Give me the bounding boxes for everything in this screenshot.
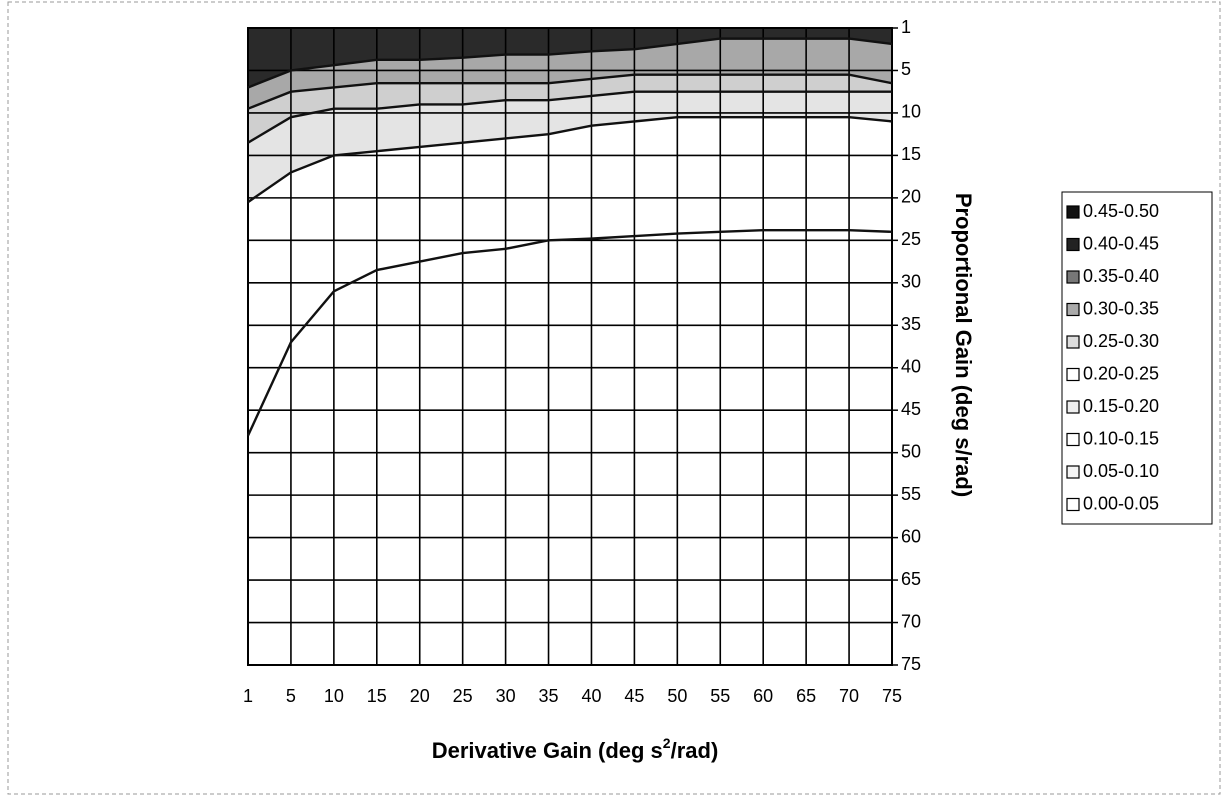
legend-swatch: [1066, 302, 1080, 317]
y-axis-title: Proportional Gain (deg s/rad): [951, 193, 976, 497]
y-tick-label: 25: [901, 229, 921, 249]
legend-box: [1061, 191, 1213, 525]
contour-line: [247, 90, 892, 144]
y-tick-label: 75: [901, 654, 921, 674]
legend-label: 0.05-0.10: [1083, 461, 1159, 481]
legend-label: 0.00-0.05: [1083, 493, 1159, 513]
contour-line: [246, 228, 893, 437]
y-tick-label: 30: [901, 272, 921, 292]
legend-label: 0.45-0.50: [1083, 201, 1159, 221]
contour-line: [247, 73, 893, 110]
y-tick-label: 45: [901, 399, 921, 419]
y-tick-label: 10: [901, 102, 921, 122]
x-tick-label: 70: [839, 686, 859, 706]
x-title-sup: 2: [663, 735, 671, 751]
legend-swatch: [1066, 497, 1080, 512]
y-tick-label: 1: [901, 17, 911, 37]
x-tick-label: 35: [539, 686, 559, 706]
legend-swatch: [1066, 432, 1080, 447]
x-tick-label: 10: [324, 686, 344, 706]
x-tick-label: 50: [667, 686, 687, 706]
x-title-part: Derivative Gain (deg s: [432, 738, 663, 763]
x-tick-label: 40: [581, 686, 601, 706]
legend-swatch: [1066, 205, 1080, 219]
x-tick-label: 75: [882, 686, 902, 706]
x-tick-label: 65: [796, 686, 816, 706]
plot-area: [246, 27, 893, 666]
x-title-part: /rad): [671, 738, 719, 763]
x-tick-label: 30: [496, 686, 516, 706]
legend-label: 0.40-0.45: [1083, 233, 1159, 253]
legend-label: 0.25-0.30: [1083, 331, 1159, 351]
y-tick-label: 50: [901, 441, 921, 461]
legend-swatch: [1066, 465, 1080, 479]
y-tick-label: 15: [901, 144, 921, 164]
legend-label: 0.30-0.35: [1083, 298, 1159, 318]
legend-label: 0.15-0.20: [1083, 396, 1159, 416]
x-tick-label: 25: [453, 686, 473, 706]
y-tick-label: 35: [901, 314, 921, 334]
x-tick-label: 55: [710, 686, 730, 706]
legend-swatch: [1066, 367, 1080, 382]
legend-swatch: [1066, 237, 1080, 252]
x-tick-label: 1: [243, 686, 253, 706]
x-tick-label: 60: [753, 686, 773, 706]
x-tick-label: 5: [286, 686, 296, 706]
contour-line: [247, 115, 893, 204]
legend-swatch: [1066, 335, 1080, 349]
y-tick-label: 65: [901, 569, 921, 589]
x-tick-label: 45: [624, 686, 644, 706]
x-axis-title: Derivative Gain (deg s2/rad): [432, 735, 719, 763]
x-tick-label: 20: [410, 686, 430, 706]
contour-band: [248, 28, 892, 88]
y-tick-label: 60: [901, 526, 921, 546]
plot-border: [247, 27, 893, 666]
page-frame: [7, 1, 1221, 795]
legend-label: 0.20-0.25: [1083, 363, 1159, 383]
y-tick-label: 40: [901, 356, 921, 376]
y-tick-label: 5: [901, 59, 911, 79]
legend-swatch: [1066, 270, 1080, 284]
y-tick-label: 70: [901, 611, 921, 631]
legend-label: 0.35-0.40: [1083, 266, 1159, 286]
legend-label: 0.10-0.15: [1083, 428, 1159, 448]
legend-swatch: [1066, 400, 1080, 414]
y-tick-label: 55: [901, 484, 921, 504]
x-tick-label: 15: [367, 686, 387, 706]
y-tick-label: 20: [901, 187, 921, 207]
contour-line: [247, 37, 893, 89]
